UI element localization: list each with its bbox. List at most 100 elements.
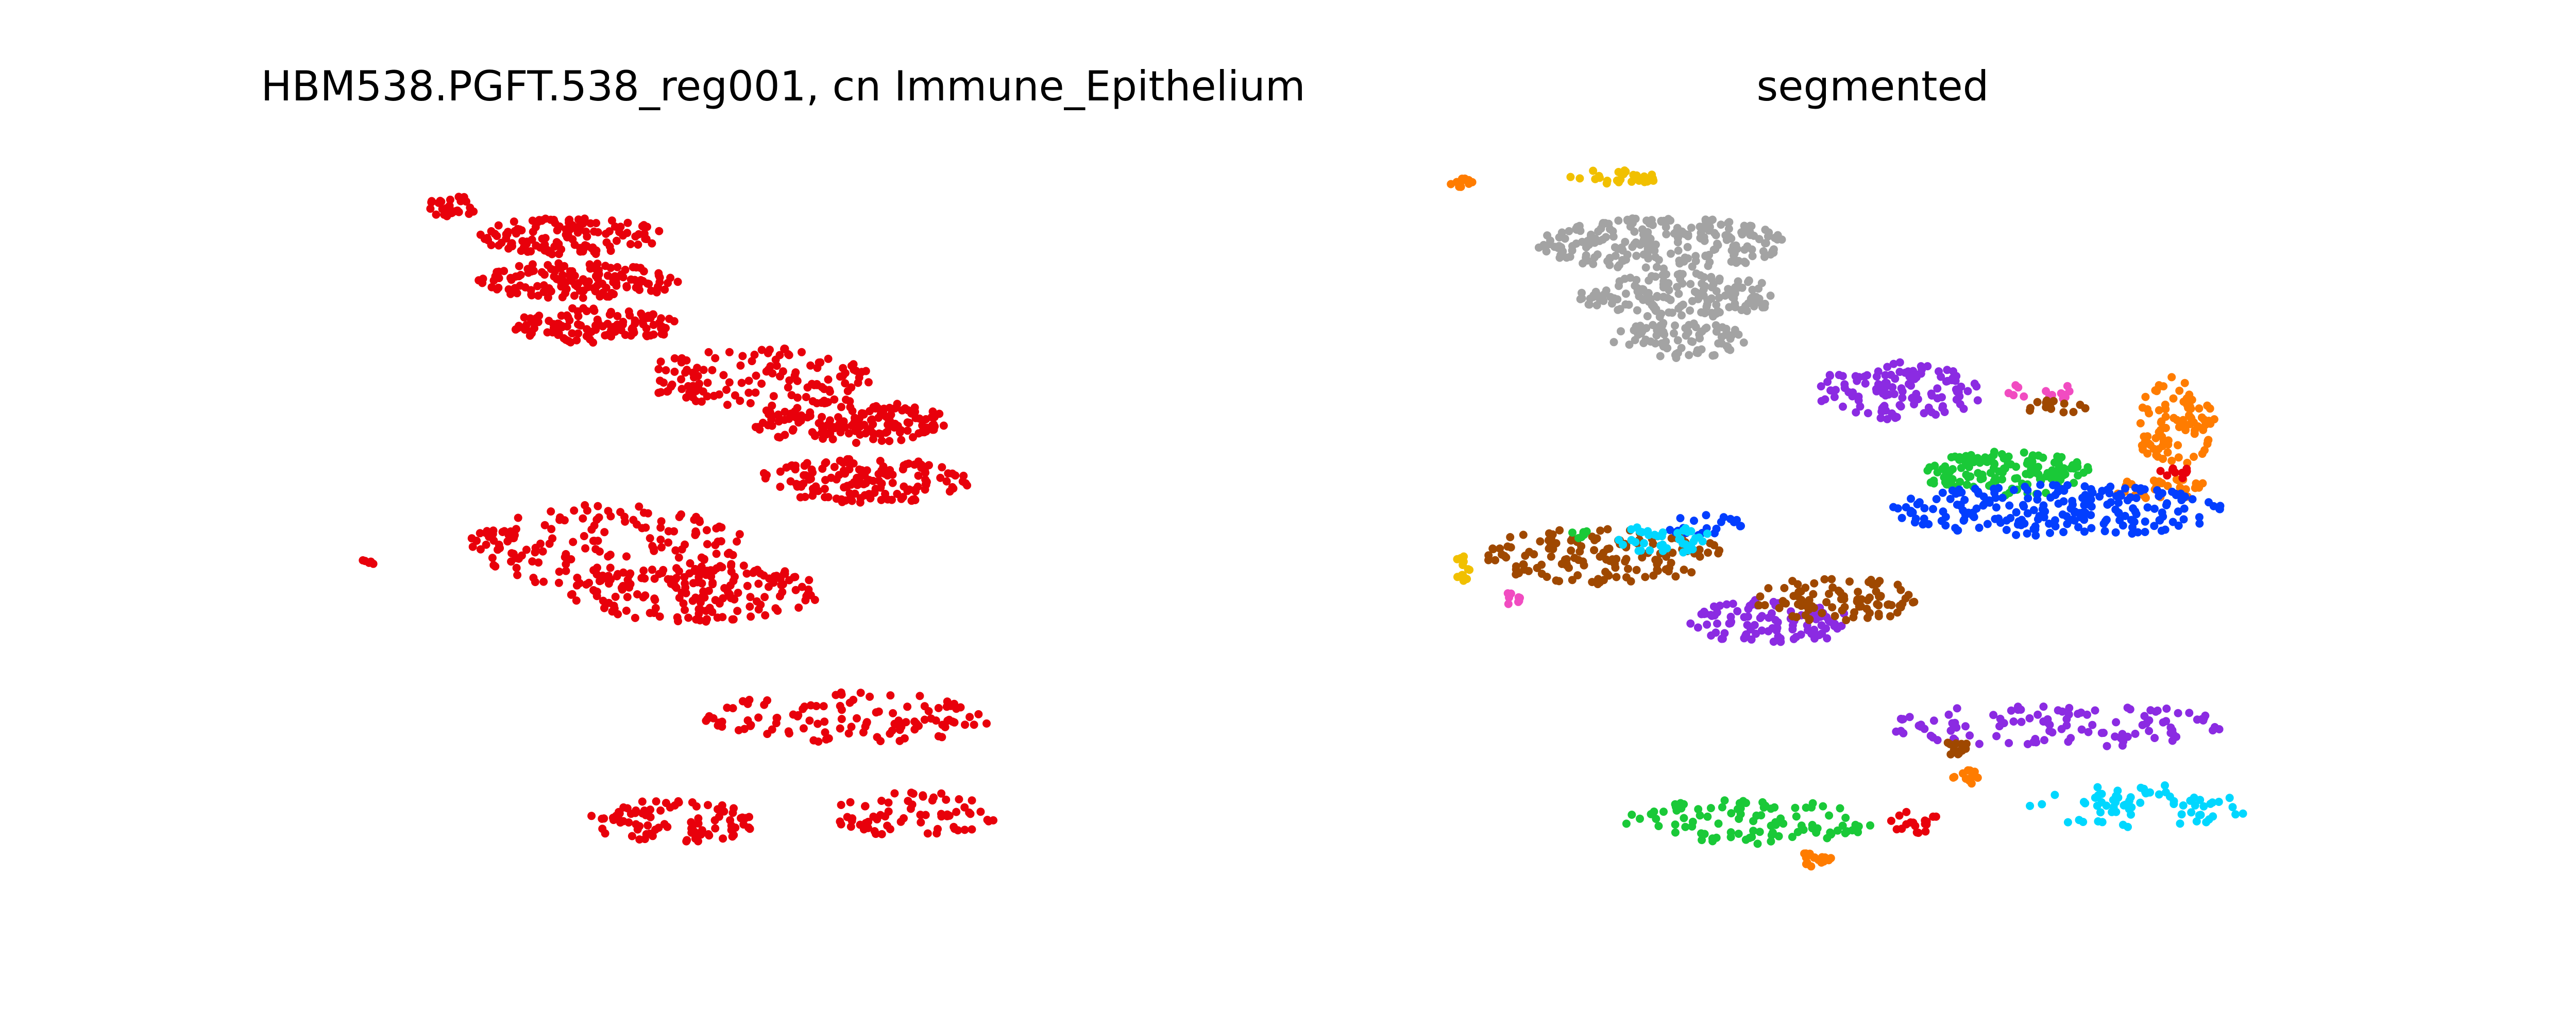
scatter-point: [1755, 235, 1764, 244]
scatter-point: [758, 419, 767, 427]
scatter-point: [818, 413, 826, 421]
scatter-point: [574, 320, 582, 329]
scatter-point: [2054, 487, 2062, 496]
scatter-point: [1676, 274, 1685, 283]
scatter-point: [1701, 215, 1710, 224]
scatter-point: [548, 534, 557, 543]
scatter-point: [574, 329, 583, 338]
scatter-point: [1726, 833, 1735, 842]
scatter-point: [590, 227, 598, 236]
scatter-point: [737, 379, 746, 387]
scatter-point: [491, 562, 500, 571]
scatter-point: [1459, 576, 1468, 585]
scatter-point: [1673, 238, 1682, 247]
scatter-point: [968, 796, 976, 805]
scatter-point: [939, 421, 948, 430]
scatter-point: [454, 208, 463, 216]
scatter-point: [2045, 519, 2054, 528]
scatter-point: [733, 607, 742, 615]
scatter-point: [1670, 329, 1678, 338]
scatter-point: [691, 564, 700, 573]
scatter-point: [507, 239, 516, 248]
scatter-point: [1744, 605, 1753, 613]
scatter-point: [1884, 600, 1892, 609]
scatter-point: [662, 799, 670, 808]
scatter-point: [709, 391, 718, 400]
scatter-point: [2059, 528, 2068, 537]
scatter-point: [781, 567, 789, 576]
scatter-point: [1537, 560, 1546, 569]
scatter-point: [2023, 529, 2031, 538]
scatter-point: [1887, 816, 1895, 825]
scatter-point: [2028, 451, 2037, 460]
scatter-point: [2075, 816, 2083, 825]
scatter-point: [1792, 613, 1801, 622]
scatter-point: [705, 604, 714, 612]
scatter-point: [1979, 501, 1988, 510]
scatter-point: [2197, 413, 2206, 422]
scatter-point: [1827, 830, 1836, 838]
scatter-point: [1992, 732, 2001, 741]
scatter-point: [2046, 493, 2055, 502]
scatter-point: [2205, 417, 2213, 425]
scatter-point: [693, 364, 702, 372]
scatter-point: [1643, 312, 1652, 320]
scatter-point: [2083, 710, 2091, 719]
scatter-point: [1747, 222, 1756, 230]
scatter-point: [736, 397, 744, 405]
scatter-point: [521, 283, 530, 291]
scatter-point: [649, 544, 658, 553]
scatter-point: [531, 543, 540, 552]
scatter-point: [877, 830, 886, 838]
scatter-point: [654, 365, 663, 373]
scatter-point: [517, 551, 526, 560]
scatter-point: [1949, 773, 1958, 782]
scatter-point: [923, 829, 932, 838]
scatter-point: [726, 816, 735, 825]
scatter-point: [494, 545, 502, 554]
scatter-point: [656, 523, 665, 532]
scatter-point: [2039, 453, 2047, 462]
scatter-point: [2126, 793, 2135, 802]
scatter-point: [766, 346, 774, 354]
scatter-point: [791, 573, 800, 581]
scatter-point: [1698, 836, 1706, 845]
scatter-point: [522, 545, 531, 554]
scatter-point: [936, 473, 945, 482]
scatter-point: [824, 354, 833, 363]
scatter-point: [1998, 493, 2007, 502]
scatter-point: [631, 809, 639, 817]
scatter-point: [1748, 833, 1756, 842]
scatter-point: [1913, 500, 1922, 509]
scatter-point: [945, 811, 954, 820]
scatter-point: [1975, 740, 1984, 748]
scatter-point: [1807, 803, 1816, 812]
scatter-point: [2012, 508, 2021, 517]
scatter-point: [855, 422, 864, 431]
scatter-point: [1755, 601, 1764, 610]
scatter-point: [594, 502, 602, 510]
scatter-point: [2188, 495, 2197, 504]
scatter-point: [2039, 717, 2048, 726]
scatter-point: [752, 371, 760, 380]
scatter-point: [1854, 822, 1863, 831]
scatter-point: [2157, 526, 2166, 535]
scatter-point: [768, 369, 777, 377]
scatter-point: [2050, 468, 2059, 477]
scatter-point: [874, 470, 883, 478]
scatter-point: [2149, 476, 2158, 485]
scatter-point: [2077, 725, 2086, 734]
scatter-point: [1557, 228, 1566, 237]
scatter-point: [914, 429, 923, 438]
scatter-point: [1707, 611, 1716, 620]
scatter-point: [863, 476, 872, 485]
scatter-point: [799, 724, 808, 733]
scatter-point: [657, 330, 666, 338]
scatter-point: [657, 314, 666, 323]
scatter-point: [1731, 289, 1739, 298]
scatter-point: [820, 485, 829, 493]
scatter-point: [1797, 602, 1806, 610]
scatter-point: [769, 392, 778, 401]
scatter-point: [1797, 630, 1805, 639]
scatter-point: [582, 227, 590, 236]
